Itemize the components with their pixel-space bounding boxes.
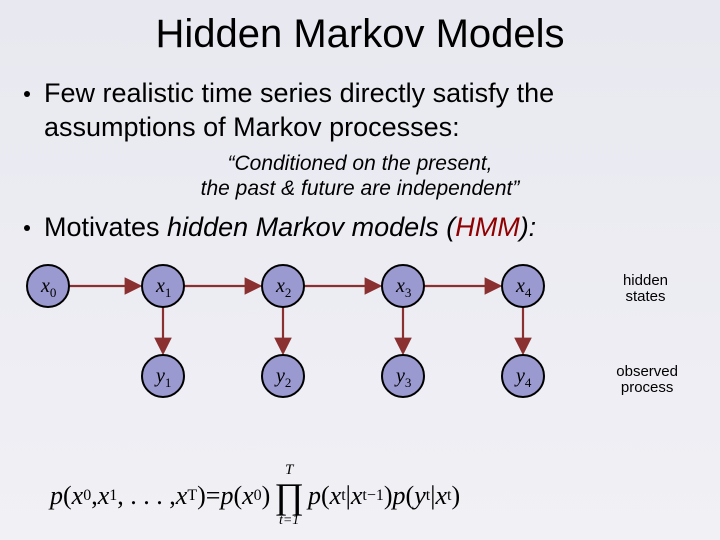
f-stm1: t−1: [362, 487, 383, 505]
f-yt: y: [414, 481, 426, 511]
f-s1: 1: [109, 487, 117, 505]
b2-end: ):: [520, 212, 537, 242]
f-x0b: x: [242, 481, 254, 511]
f-open4: (: [406, 481, 415, 511]
f-dots: , . . . ,: [117, 481, 176, 511]
b2-hidden-word: hidden: [167, 212, 248, 242]
pi-icon: ∏: [274, 478, 304, 514]
b2-post: Markov models (: [248, 212, 455, 242]
f-close4: ): [451, 481, 460, 511]
prod-bot: t=1: [279, 514, 299, 528]
f-xT: x: [176, 481, 188, 511]
factorization-formula: p(x0, x1, . . . , xT) = p(x0) T ∏ t=1 p(…: [50, 463, 460, 528]
caption-obs-l2: process: [621, 379, 674, 396]
f-close1: ): [197, 481, 206, 511]
bullet-1-text: Few realistic time series directly satis…: [44, 77, 696, 145]
f-x1: x: [98, 481, 110, 511]
f-close2: ): [262, 481, 271, 511]
f-close3: ): [384, 481, 393, 511]
quote-line-2: the past & future are independent”: [201, 177, 520, 200]
f-p1: p: [50, 481, 63, 511]
page-title: Hidden Markov Models: [0, 0, 720, 57]
f-p3: p: [308, 481, 321, 511]
hmm-diagram: x0x1x2x3x4y1y2y3y4 hidden states observe…: [0, 251, 720, 416]
f-xt2: x: [435, 481, 447, 511]
bullet-2: Motivates hidden Markov models (HMM):: [24, 211, 696, 245]
f-xt: x: [330, 481, 342, 511]
f-eq: =: [206, 481, 221, 511]
caption-hidden-l2: states: [625, 288, 665, 305]
bullet-list: Few realistic time series directly satis…: [0, 57, 720, 245]
caption-observed: observed process: [616, 364, 678, 397]
f-p2: p: [220, 481, 233, 511]
f-sT: T: [187, 487, 197, 505]
f-p4: p: [393, 481, 406, 511]
quote-block: “Conditioned on the present, the past & …: [24, 151, 696, 201]
f-s0b: 0: [254, 487, 262, 505]
bullet-2-text: Motivates hidden Markov models (HMM):: [44, 211, 536, 245]
f-x0: x: [72, 481, 84, 511]
bullet-dot-icon: [24, 225, 30, 231]
b2-hmm: HMM: [455, 212, 519, 242]
caption-hidden-l1: hidden: [623, 272, 668, 289]
f-open3: (: [321, 481, 330, 511]
f-open1: (: [63, 481, 72, 511]
f-s0: 0: [83, 487, 91, 505]
b2-pre: Motivates: [44, 212, 167, 242]
f-xtm1: x: [351, 481, 363, 511]
quote-line-1: “Conditioned on the present,: [227, 152, 492, 175]
caption-obs-l1: observed: [616, 363, 678, 380]
bullet-dot-icon: [24, 91, 30, 97]
bullet-1: Few realistic time series directly satis…: [24, 77, 696, 145]
product-symbol: T ∏ t=1: [274, 463, 304, 528]
f-open2: (: [233, 481, 242, 511]
caption-hidden: hidden states: [623, 273, 668, 306]
diagram-svg: x0x1x2x3x4y1y2y3y4: [0, 251, 720, 416]
